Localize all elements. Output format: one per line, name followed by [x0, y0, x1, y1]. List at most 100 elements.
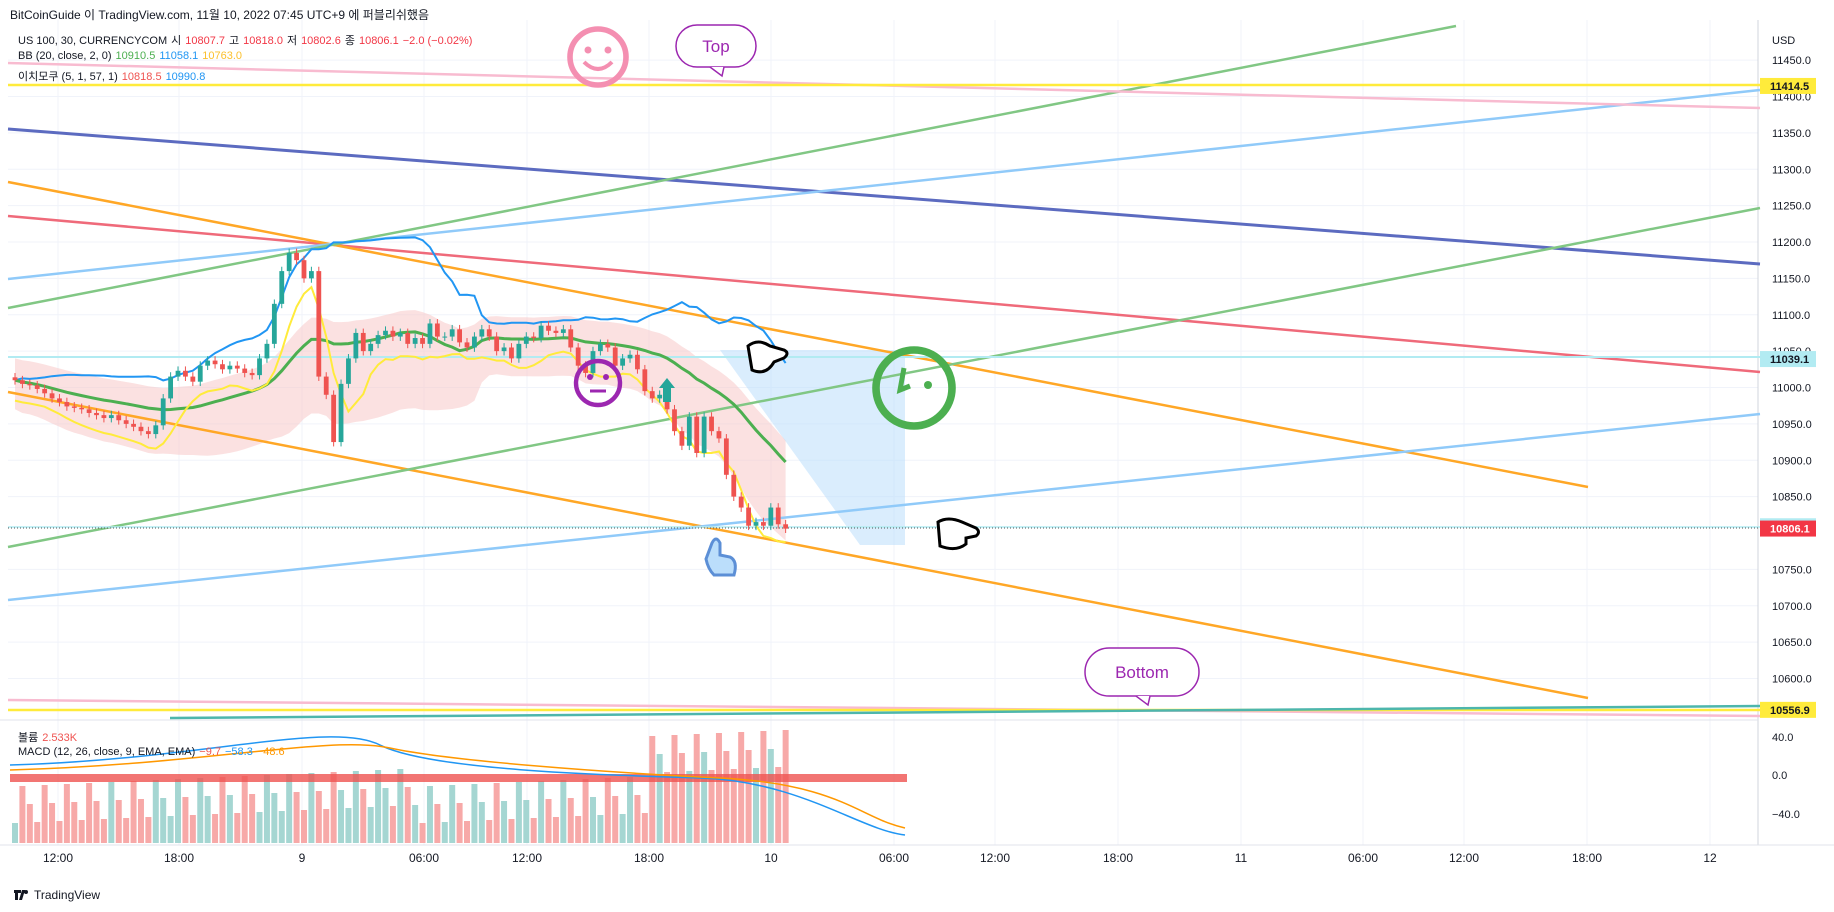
volume-value: 2.533K: [42, 732, 78, 744]
volume-bar: [204, 796, 211, 843]
candle: [338, 383, 344, 443]
volume-bar: [634, 795, 641, 843]
volume-bar: [263, 775, 270, 843]
volume-bar: [671, 735, 678, 843]
bottom-annotation-tail: [1135, 695, 1151, 707]
footer-brand[interactable]: TradingView: [14, 888, 100, 902]
time-tick: 06:00: [1348, 851, 1378, 865]
volume-bar: [478, 802, 485, 843]
volume-bar: [323, 809, 330, 843]
candle: [679, 431, 685, 446]
volume-bar: [182, 797, 189, 843]
time-tick: 18:00: [1103, 851, 1133, 865]
volume-bar: [471, 784, 478, 843]
candle: [294, 252, 299, 261]
price-axis[interactable]: USD 11450.0 11400.0 11350.0 11300.0 11250.0 11…: [1772, 35, 1812, 821]
price-label-box: [1760, 77, 1816, 94]
volume-bar: [641, 813, 648, 843]
trend-line-green-lower: [7, 206, 1761, 549]
volume-bar: [523, 800, 530, 843]
volume-bar: [745, 750, 752, 843]
ichimoku-legend[interactable]: 이치모쿠 (5, 1, 57, 1) 10818.5 10990.8: [18, 68, 209, 84]
candle: [49, 393, 55, 399]
candle: [761, 522, 766, 526]
volume-bar: [41, 785, 48, 843]
volume-bar: [508, 819, 515, 843]
volume-bar: [560, 780, 567, 843]
candle: [279, 271, 285, 304]
candle: [383, 330, 388, 336]
candle: [516, 343, 522, 359]
ohlc-high-label: 고: [229, 35, 240, 47]
candle: [509, 347, 514, 359]
candle: [464, 342, 470, 348]
top-annotation-tail: [709, 66, 725, 78]
time-axis[interactable]: 12:00 18:00 9 06:00 12:00 18:00 10 06:00 12:00 18…: [43, 851, 1717, 865]
volume-bar: [397, 769, 404, 843]
volume-bar: [71, 802, 78, 843]
volume-bar: [234, 813, 241, 843]
candle: [731, 474, 737, 497]
volume-bar: [419, 823, 426, 843]
volume-bar: [708, 770, 715, 843]
trend-line-orange-lower: [7, 390, 1589, 700]
volume-bar: [619, 814, 626, 843]
volume-bar: [130, 781, 137, 843]
candle: [486, 329, 492, 337]
ichimoku-a: 10818.5: [121, 71, 162, 83]
candle: [309, 271, 314, 279]
candle: [575, 347, 581, 366]
candle: [768, 507, 774, 526]
candle: [12, 377, 18, 381]
neutral-face-icon: [573, 358, 623, 408]
volume-bar: [26, 804, 33, 843]
volume-bar: [338, 790, 345, 843]
volume-bar: [656, 754, 663, 843]
volume-bar: [34, 822, 41, 843]
time-tick: 06:00: [879, 851, 909, 865]
candle: [657, 394, 663, 399]
volume-bar: [345, 808, 352, 843]
candle: [168, 376, 174, 399]
candle: [775, 507, 781, 525]
trend-line-green-upper: [7, 24, 1457, 310]
candle: [242, 368, 248, 373]
ohlc-close: 10806.1: [358, 35, 399, 47]
candle: [42, 388, 48, 394]
price-tick: 11000.0: [1772, 383, 1811, 395]
trend-line-pink-bottom: [7, 698, 1761, 718]
volume-bar: [441, 822, 448, 843]
volume-bar: [352, 771, 359, 843]
candle: [420, 338, 425, 344]
volume-bar: [404, 787, 411, 843]
bb-upper: 11058.1: [159, 50, 199, 62]
symbol-legend[interactable]: US 100, 30, CURRENCYCOM 시 10807.7 고 10818.0 저…: [18, 32, 476, 48]
price-tick: 11400.0: [1772, 92, 1811, 104]
candle: [672, 409, 677, 432]
volume-bar: [434, 804, 441, 843]
hand-point-right-icon: [746, 340, 789, 374]
hand-point-up-icon: [704, 537, 737, 577]
currency-label: USD: [1772, 35, 1795, 47]
macd-legend[interactable]: MACD (12, 26, close, 9, EMA, EMA) −9.7 −58…: [18, 746, 289, 758]
volume-bar: [56, 821, 63, 843]
candle: [664, 394, 670, 410]
candle: [20, 380, 25, 384]
candles: [12, 248, 789, 533]
bottom-annotation-label: Bottom: [1115, 663, 1169, 682]
bb-legend[interactable]: BB (20, close, 2, 0) 10910.5 11058.1 10763.…: [18, 50, 246, 62]
candle: [738, 496, 744, 508]
volume-bar: [664, 772, 671, 843]
candle: [71, 406, 77, 408]
candle: [694, 416, 700, 453]
candle: [94, 412, 99, 416]
volume-legend[interactable]: 볼륨 2.533K: [18, 729, 81, 745]
time-tick: 12:00: [1449, 851, 1479, 865]
time-tick: 18:00: [1572, 851, 1602, 865]
candle: [57, 398, 62, 403]
candle: [175, 370, 181, 377]
volume-bar: [723, 751, 730, 843]
